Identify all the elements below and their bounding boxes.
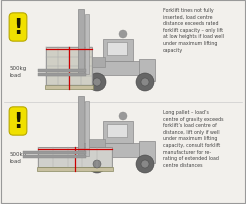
Bar [87,58,105,68]
Text: 900mm
or more: 900mm or more [77,150,96,161]
Circle shape [88,74,106,92]
Bar [78,10,84,76]
Bar [38,74,86,76]
Bar [85,102,89,156]
Bar [107,43,127,56]
Circle shape [119,112,127,120]
Bar [38,147,112,167]
Bar [103,121,133,143]
Circle shape [88,155,106,173]
Circle shape [93,160,101,168]
Text: 500kg
load: 500kg load [10,66,27,77]
Circle shape [136,74,154,92]
Text: Long pallet – load’s
centre of gravity exceeds
forklift’s load centre of
distanc: Long pallet – load’s centre of gravity e… [163,110,224,167]
Text: !: ! [13,18,23,38]
Bar [85,15,89,75]
Bar [87,139,105,149]
Circle shape [119,31,127,39]
Text: !: ! [13,111,23,131]
Circle shape [136,155,154,173]
Text: Forklift tines not fully
inserted, load centre
distance exceeds rated
forklift c: Forklift tines not fully inserted, load … [163,8,224,52]
Bar [23,155,86,158]
Bar [38,70,86,72]
Bar [103,40,133,62]
Circle shape [141,160,149,168]
Bar [83,62,145,76]
Circle shape [141,79,149,86]
Bar [78,96,84,157]
Circle shape [93,79,101,86]
Bar [107,124,127,137]
Bar [83,143,145,157]
Bar [139,60,155,82]
Bar [37,167,113,171]
Bar [45,86,93,90]
Text: 500kg
load: 500kg load [10,152,27,163]
Bar [46,48,92,86]
Text: 700mm
or more: 700mm or more [71,52,91,63]
Bar [139,141,155,163]
Bar [23,151,86,154]
